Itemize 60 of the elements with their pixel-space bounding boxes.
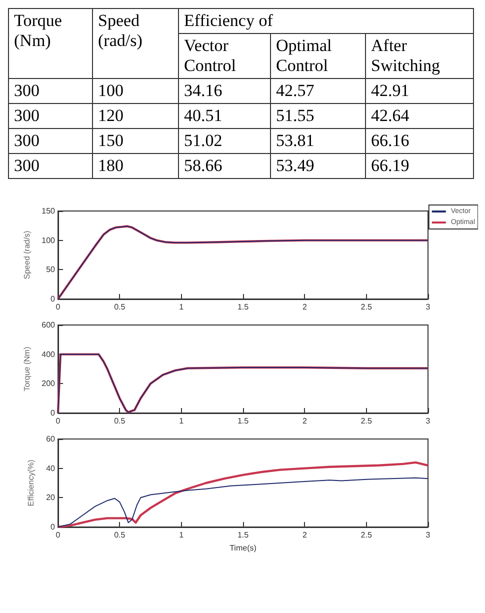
text: 42.91 <box>371 81 410 100</box>
x-tick-label: 1.5 <box>237 302 250 312</box>
category-label: After Switching <box>366 34 474 78</box>
y-tick-label: 60 <box>46 434 56 444</box>
x-tick-label: 2 <box>302 530 308 540</box>
category-label: Speed (rad/s) <box>92 8 178 78</box>
text: 300 <box>14 81 40 100</box>
text: 51.55 <box>276 106 314 125</box>
text: 58.66 <box>184 156 222 175</box>
y-tick-label: 0 <box>50 522 56 532</box>
y-tick-label: 150 <box>42 206 56 216</box>
text: 40.51 <box>184 106 222 125</box>
y-tick-label: 40 <box>46 464 56 473</box>
text: 66.16 <box>371 131 410 150</box>
y-tick-label: 100 <box>42 236 56 245</box>
y-tick-label: 600 <box>42 320 56 330</box>
category-label: Torque (Nm) <box>8 8 92 78</box>
text: 34.16 <box>184 81 222 100</box>
text: 53.81 <box>276 131 314 150</box>
x-tick-label: 0.5 <box>114 416 126 426</box>
text: 300 <box>14 156 40 175</box>
x-tick-label: 3 <box>426 302 431 312</box>
x-tick-label: 2.5 <box>360 302 372 312</box>
y-axis-title: Speed (rad/s) <box>22 230 32 280</box>
y-tick-label: 0 <box>50 294 56 304</box>
x-tick-label: 3 <box>426 530 431 540</box>
text: 100 <box>98 81 124 100</box>
category-label: Optimal Control <box>270 34 366 78</box>
x-axis-title: Time(s) <box>230 543 257 552</box>
y-tick-label: 400 <box>42 350 56 359</box>
x-tick-label: 1.5 <box>237 530 250 540</box>
y-axis-title: Torque (Nm) <box>22 346 32 392</box>
x-tick-label: 2 <box>302 302 308 312</box>
x-tick-label: 2.5 <box>360 416 372 426</box>
text: 53.49 <box>276 156 314 175</box>
y-tick-label: 200 <box>42 379 56 388</box>
text: 300 <box>14 131 40 150</box>
x-tick-label: 2 <box>302 416 308 426</box>
text: 66.19 <box>371 156 410 175</box>
x-tick-label: 1 <box>179 302 184 312</box>
y-tick-label: 0 <box>50 408 56 418</box>
text: 51.02 <box>184 131 222 150</box>
x-tick-label: 3 <box>426 416 431 426</box>
text: 300 <box>14 106 40 125</box>
x-tick-label: 2.5 <box>360 530 372 540</box>
x-tick-label: 1 <box>179 416 184 426</box>
x-tick-label: 1.5 <box>237 416 250 426</box>
text: 42.57 <box>276 81 314 100</box>
text: 150 <box>98 131 124 150</box>
text: Efficiency of <box>184 11 273 30</box>
y-axis-title: Efficiency(%) <box>26 459 36 506</box>
x-tick-label: 1 <box>179 530 184 540</box>
x-tick-label: 0.5 <box>114 530 126 540</box>
text: 180 <box>98 156 124 175</box>
y-tick-label: 50 <box>46 265 56 274</box>
x-tick-label: 0.5 <box>114 302 126 312</box>
text: 120 <box>98 106 124 125</box>
y-tick-label: 20 <box>46 493 56 502</box>
category-label: Vector Control <box>178 34 270 78</box>
text: 42.64 <box>371 106 410 125</box>
